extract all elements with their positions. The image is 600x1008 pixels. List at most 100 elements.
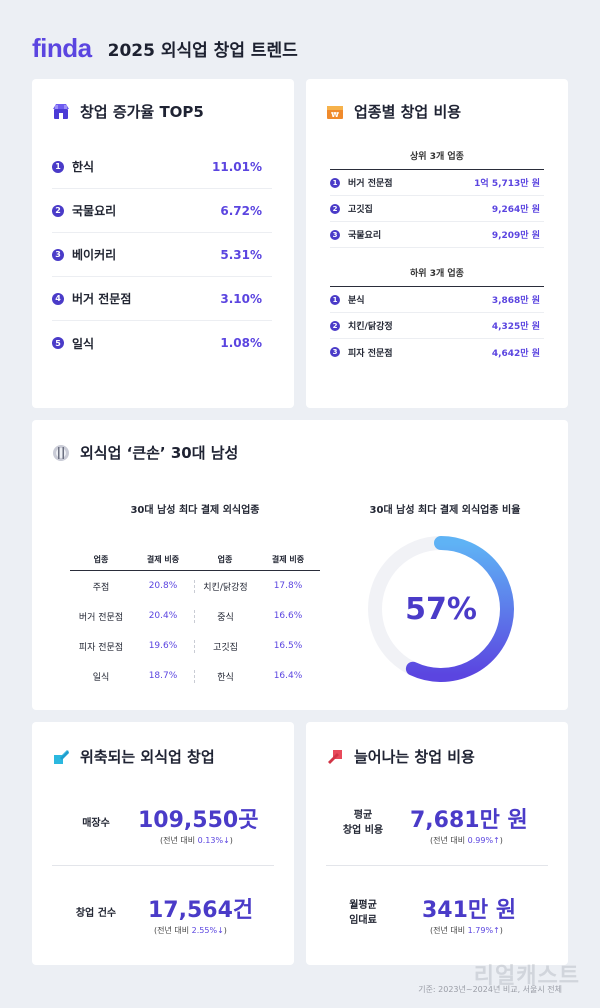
column-header: 업종 <box>93 555 109 564</box>
column-header: 결제 비중 <box>271 555 305 564</box>
category-name: 고깃집 <box>348 205 373 215</box>
rank-badge: 3 <box>330 229 340 240</box>
arrow-up-right-icon <box>326 748 344 766</box>
cost-value: 1억 5,713만 원 <box>474 179 540 189</box>
cost-value: 3,868만 원 <box>491 296 540 306</box>
top5-list: 1 한식 11.01% 2 국물요리 6.72% 3 베이커리 5.31% 4 … <box>52 145 272 365</box>
donut-chart: 57% <box>362 530 520 688</box>
list-item: 5 일식 1.08% <box>52 321 272 365</box>
growth-rate: 5.31% <box>220 247 262 262</box>
table-cell: 치킨/닭강정 <box>194 579 256 593</box>
growth-rate: 11.01% <box>212 159 262 174</box>
stat-change: (전년 대비 0.99%↑) <box>430 836 503 845</box>
top3-heading: 상위 3개 업종 <box>330 149 544 170</box>
stat-label: 창업 건수 <box>75 908 117 919</box>
category-name: 분식 <box>348 296 365 306</box>
category-name: 일식 <box>72 336 95 351</box>
list-item: 3 피자 전문점 4,642만 원 <box>330 339 544 365</box>
watermark: 리얼캐스트 <box>473 964 580 989</box>
table-cell: 피자 전문점 <box>78 642 124 653</box>
stat-value: 341만 원 <box>422 898 517 923</box>
shrink-card: 위축되는 외식업 창업 매장수 109,550곳 (전년 대비 0.13%↓) … <box>32 722 294 965</box>
cost-value: 9,264만 원 <box>491 205 540 215</box>
category-name: 피자 전문점 <box>348 348 393 359</box>
category-name: 국물요리 <box>72 204 117 218</box>
store-icon <box>52 103 70 121</box>
shrink-title-text: 위축되는 외식업 창업 <box>80 748 215 766</box>
table-cell: 16.4% <box>273 671 303 681</box>
stat-value: 109,550곳 <box>138 808 259 833</box>
rank-badge: 1 <box>330 177 340 188</box>
list-item: 2 국물요리 6.72% <box>52 189 272 233</box>
shrink-card-title: 위축되는 외식업 창업 <box>52 746 215 767</box>
cost-value: 4,325만 원 <box>491 322 540 332</box>
stat-value: 17,564건 <box>148 898 254 923</box>
rank-badge: 2 <box>52 204 64 217</box>
rank-badge: 4 <box>52 292 64 305</box>
top5-title-text: 창업 증가율 TOP5 <box>80 103 204 121</box>
table-cell: 주점 <box>92 582 110 593</box>
table-row: 주점 20.8% 치킨/닭강정 17.8% <box>70 571 320 601</box>
finda-logo[interactable]: finda <box>32 32 92 63</box>
table-cell: 일식 <box>92 672 110 683</box>
bigspender-title-text: 외식업 ‘큰손’ 30대 남성 <box>80 444 239 462</box>
table-cell: 고깃집 <box>194 639 256 653</box>
divider <box>326 865 548 866</box>
table-cell: 18.7% <box>148 671 178 681</box>
list-item: 4 버거 전문점 3.10% <box>52 277 272 321</box>
growth-rate: 1.08% <box>220 336 262 350</box>
rank-badge: 3 <box>52 248 64 261</box>
stat-change: (전년 대비 0.13%↓) <box>160 836 233 845</box>
category-name: 버거 전문점 <box>72 292 132 306</box>
top5-card-title: 창업 증가율 TOP5 <box>52 101 204 122</box>
table-cell: 중식 <box>194 609 256 623</box>
stat-change: (전년 대비 2.55%↓) <box>154 926 227 935</box>
rising-card-title: 늘어나는 창업 비용 <box>326 746 475 767</box>
cost-tables: 상위 3개 업종 1 버거 전문점 1억 5,713만 원 2 고깃집 9,26… <box>330 149 544 365</box>
rank-badge: 1 <box>330 294 340 305</box>
donut-label: 57% <box>405 591 477 627</box>
bottom3-heading: 하위 3개 업종 <box>330 266 544 287</box>
table-header: 업종 결제 비중 업종 결제 비중 <box>70 549 320 571</box>
table-row: 피자 전문점 19.6% 고깃집 16.5% <box>70 631 320 661</box>
table-cell: 20.8% <box>148 581 178 591</box>
list-item: 2 치킨/닭강정 4,325만 원 <box>330 313 544 339</box>
rank-badge: 2 <box>330 203 340 214</box>
cost-card: ₩ 업종별 창업 비용 상위 3개 업종 1 버거 전문점 1억 5,713만 … <box>306 79 568 408</box>
arrow-down-left-icon <box>52 748 70 766</box>
table-cell: 한식 <box>194 669 256 683</box>
table-cell: 17.8% <box>273 581 303 591</box>
category-name: 치킨/닭강정 <box>348 322 393 332</box>
growth-rate: 3.10% <box>220 291 262 306</box>
list-item: 3 베이커리 5.31% <box>52 233 272 277</box>
footer-note: 기준: 2023년~2024년 비교, 서울시 전체 <box>418 985 562 994</box>
rising-card: 늘어나는 창업 비용 평균 창업 비용 7,681만 원 (전년 대비 0.99… <box>306 722 568 965</box>
stat-change: (전년 대비 1.79%↑) <box>430 926 503 935</box>
table-cell: 버거 전문점 <box>78 612 124 623</box>
rank-badge: 5 <box>52 337 64 349</box>
rank-badge: 1 <box>52 160 64 173</box>
bigspender-card: 외식업 ‘큰손’ 30대 남성 30대 남성 최다 결제 외식업종 업종 결제 … <box>32 420 568 710</box>
category-name: 베이커리 <box>72 248 117 262</box>
cost-card-title: ₩ 업종별 창업 비용 <box>326 101 461 122</box>
stat-label: 월평균 임대료 <box>349 900 377 926</box>
column-header: 결제 비중 <box>146 555 180 564</box>
bigspender-card-title: 외식업 ‘큰손’ 30대 남성 <box>52 442 238 463</box>
cost-value: 9,209만 원 <box>491 231 540 241</box>
category-name: 한식 <box>72 160 95 174</box>
list-item: 3 국물요리 9,209만 원 <box>330 222 544 248</box>
dining-icon <box>52 444 70 462</box>
table-cell: 16.6% <box>273 611 303 621</box>
donut-arc <box>405 536 514 682</box>
table-cell: 19.6% <box>148 641 178 651</box>
payment-table: 업종 결제 비중 업종 결제 비중 주점 20.8% 치킨/닭강정 17.8% … <box>70 549 320 691</box>
cost-value: 4,642만 원 <box>491 348 540 359</box>
table-cell: 16.5% <box>273 641 303 651</box>
list-item: 1 한식 11.01% <box>52 145 272 189</box>
stat-label: 매장수 <box>82 818 110 829</box>
growth-rate: 6.72% <box>220 203 262 218</box>
table-cell: 20.4% <box>148 611 178 621</box>
header: finda 2025 외식업 창업 트렌드 <box>32 30 298 66</box>
list-item: 1 분식 3,868만 원 <box>330 287 544 313</box>
donut-title: 30대 남성 최다 결제 외식업종 비율 <box>369 505 521 516</box>
